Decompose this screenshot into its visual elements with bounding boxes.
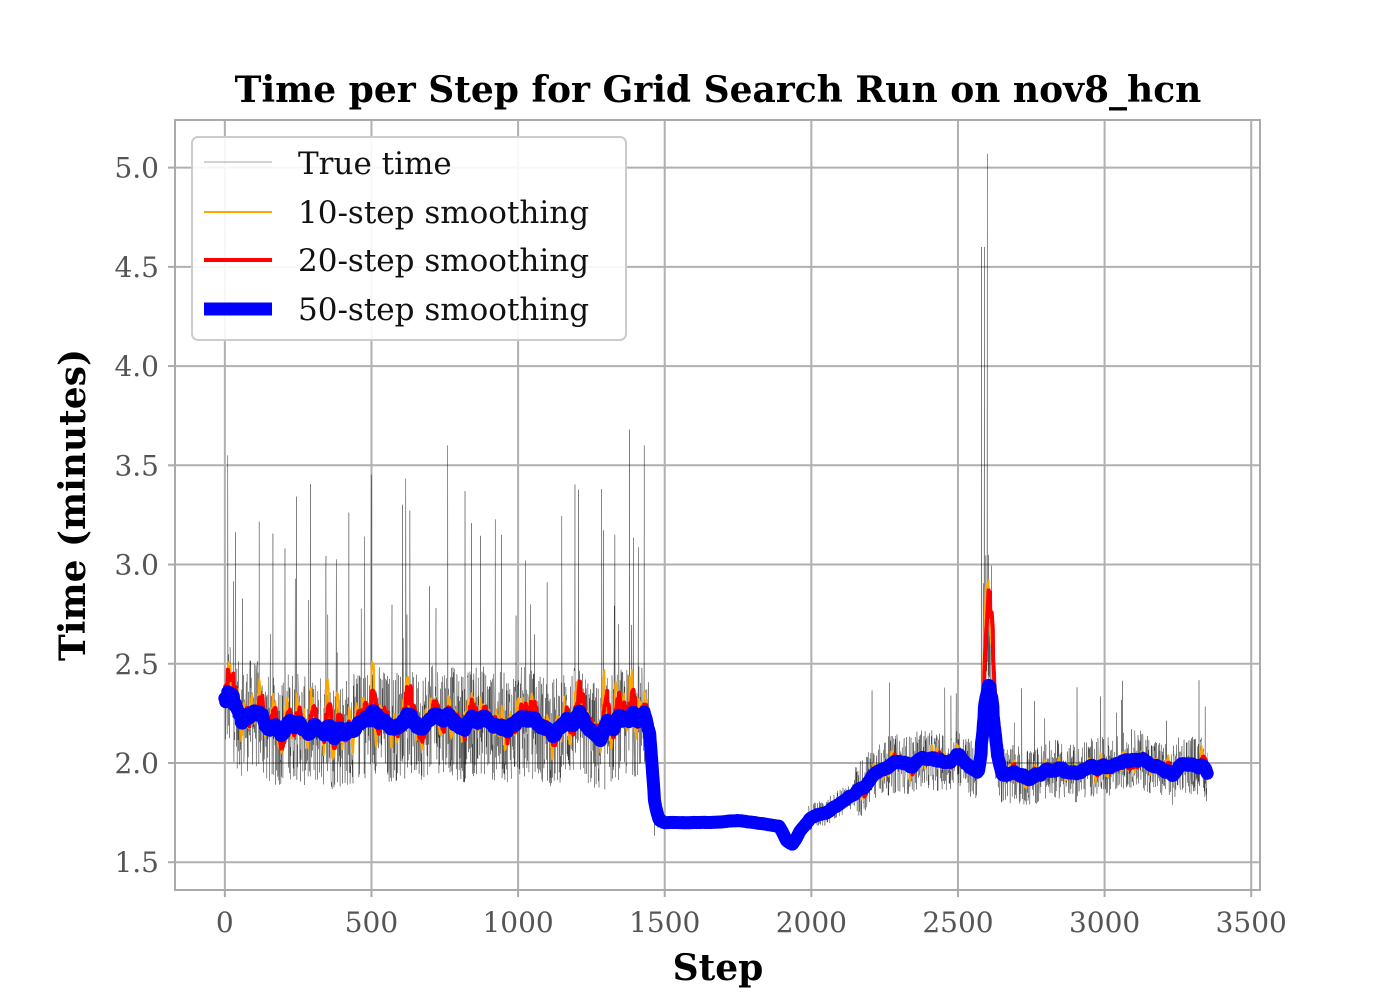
- grid-lines: [175, 120, 1260, 890]
- y-tick-label: 4.5: [114, 251, 159, 284]
- series-50-step-smoothing: [218, 678, 1214, 851]
- y-tick-label: 5.0: [114, 152, 159, 185]
- smoothing-50-line: [218, 678, 1214, 851]
- x-tick-label: 2500: [922, 906, 993, 939]
- y-tick-label: 3.5: [114, 449, 159, 482]
- plot-frame: [174, 119, 1261, 891]
- legend-box: [191, 136, 627, 341]
- y-tick-label: 2.5: [114, 648, 159, 681]
- x-tick-label: 3500: [1216, 906, 1287, 939]
- y-tick-label: 3.0: [114, 549, 159, 582]
- chart-title: Time per Step for Grid Search Run on nov…: [235, 69, 1202, 111]
- y-axis-title: Time (minutes): [52, 349, 94, 661]
- x-axis-ticks: 0 500 1000 1500 2000 2500 3000 3500: [216, 890, 1287, 939]
- y-tick-label: 1.5: [114, 846, 159, 879]
- x-tick-label: 3000: [1069, 906, 1140, 939]
- legend-label-true-time: True time: [298, 146, 452, 182]
- x-axis-title: Step: [673, 947, 764, 989]
- y-tick-label: 4.0: [114, 350, 159, 383]
- x-tick-label: 500: [345, 906, 398, 939]
- y-axis-ticks: 1.5 2.0 2.5 3.0 3.5 4.0 4.5 5.0: [114, 152, 175, 879]
- x-tick-label: 2000: [776, 906, 847, 939]
- y-tick-label: 2.0: [114, 747, 159, 780]
- legend-label-10-step: 10-step smoothing: [298, 195, 589, 231]
- x-tick-label: 0: [216, 906, 234, 939]
- legend-label-50-step: 50-step smoothing: [298, 292, 589, 328]
- legend: True time 10-step smoothing 20-step smoo…: [191, 136, 627, 341]
- x-tick-label: 1500: [629, 906, 700, 939]
- legend-label-20-step: 20-step smoothing: [298, 243, 589, 279]
- x-tick-label: 1000: [482, 906, 553, 939]
